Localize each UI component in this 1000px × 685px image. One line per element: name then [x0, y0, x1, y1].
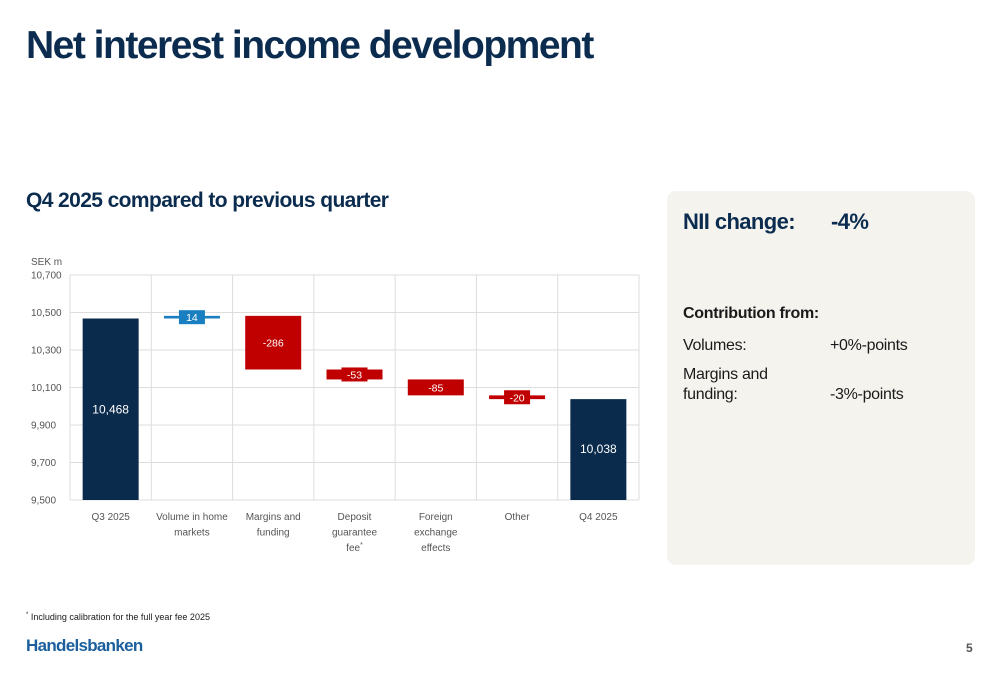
- data-label: 10,468: [92, 403, 129, 417]
- y-tick-label: 9,700: [31, 458, 56, 469]
- page-number: 5: [966, 641, 973, 655]
- category-label: Other: [505, 512, 531, 523]
- data-label: -20: [509, 392, 524, 404]
- waterfall-chart: SEK m 9,500 9,700 9,900 10,100 10,300 10,500 10…: [20, 250, 650, 565]
- y-tick-label: 10,700: [31, 271, 62, 282]
- category-label: effects: [421, 543, 450, 554]
- category-label: funding: [257, 528, 290, 539]
- data-label: -85: [428, 382, 443, 394]
- category-label: Foreign: [419, 512, 453, 523]
- data-label-box: [422, 380, 449, 395]
- data-label-box: [178, 310, 205, 325]
- category-label: fee*: [346, 542, 363, 554]
- handelsbanken-logo: Handelsbanken: [26, 636, 143, 655]
- contribution-heading: Contribution from:: [683, 305, 819, 322]
- category-label: Q3 2025: [91, 512, 130, 523]
- nii-change-value: -4%: [831, 209, 869, 234]
- bar-decrease: [245, 315, 302, 370]
- data-label: 14: [186, 312, 198, 324]
- y-tick-label: 10,300: [31, 346, 62, 357]
- footnote-text: Including calibration for the full year …: [28, 612, 210, 622]
- data-label: -286: [263, 338, 284, 350]
- chart-subtitle: Q4 2025 compared to previous quarter: [26, 189, 389, 212]
- volumes-label: Volumes:: [683, 337, 747, 354]
- nii-change-label: NII change:: [683, 209, 796, 234]
- volumes-value: +0%-points: [830, 337, 908, 354]
- data-label: 10,038: [580, 442, 617, 456]
- bar-total: [570, 399, 627, 500]
- category-label: exchange: [414, 528, 458, 539]
- category-label: Volume in home: [156, 512, 228, 523]
- nii-summary-panel: NII change: -4% Contribution from: Volum…: [667, 191, 975, 565]
- category-label: markets: [174, 528, 210, 539]
- category-label: Deposit: [338, 512, 372, 523]
- margins-funding-label: Margins and funding:: [683, 366, 768, 403]
- bar-total: [82, 318, 139, 500]
- category-label: guarantee: [332, 528, 377, 539]
- category-label: Q4 2025: [579, 512, 618, 523]
- y-tick-label: 10,500: [31, 308, 62, 319]
- waterfall-chart-svg: SEK m 9,500 9,700 9,900 10,100 10,300 10,500 10…: [31, 257, 640, 554]
- footnote-marker: *: [26, 612, 29, 618]
- footnote: * Including calibration for the full yea…: [26, 612, 210, 622]
- data-label: -53: [347, 369, 362, 381]
- data-label-box: [504, 390, 531, 405]
- page-title: Net interest income development: [26, 24, 594, 67]
- y-tick-label: 9,900: [31, 421, 56, 432]
- y-tick-label: 9,500: [31, 496, 56, 507]
- data-label-box: [341, 367, 368, 382]
- category-label: Margins and: [246, 512, 301, 523]
- unit-label: SEK m: [31, 257, 62, 268]
- category-label-footnote-marker: *: [360, 542, 363, 549]
- margins-funding-value: -3%-points: [830, 386, 904, 403]
- y-tick-label: 10,100: [31, 383, 62, 394]
